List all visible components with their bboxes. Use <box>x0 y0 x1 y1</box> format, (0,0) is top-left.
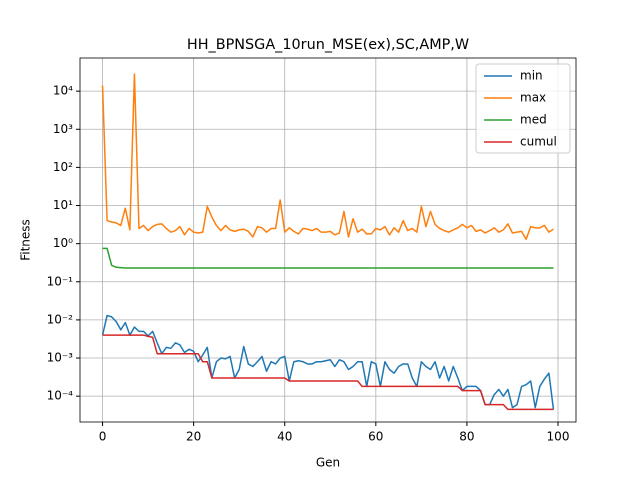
y-tick-label: 10⁴ <box>53 84 73 98</box>
legend-label: med <box>520 113 547 127</box>
y-tick-label: 10³ <box>53 122 73 136</box>
series-line <box>102 334 554 411</box>
y-tick-label: 10¹ <box>53 198 73 212</box>
plot-frame <box>79 57 577 423</box>
y-tick-label: 10⁻¹ <box>47 274 74 288</box>
x-tick-label: 0 <box>99 430 107 444</box>
x-tick-label: 40 <box>277 430 292 444</box>
y-tick-label: 10² <box>53 160 73 174</box>
y-tick-label: 10⁻⁴ <box>47 389 74 403</box>
y-tick-label: 10⁻³ <box>47 351 74 365</box>
y-tick-label: 10⁻² <box>47 312 74 326</box>
legend-label: max <box>520 91 546 105</box>
legend-label: cumul <box>520 135 557 149</box>
series-line <box>101 73 554 241</box>
y-axis-label: Fitness <box>19 219 33 261</box>
x-tick-label: 20 <box>186 430 201 444</box>
y-tick-label: 10⁰ <box>53 236 73 250</box>
legend-box <box>475 63 571 154</box>
x-tick-label: 100 <box>547 430 570 444</box>
x-tick-label: 80 <box>459 430 474 444</box>
series-line <box>102 247 554 269</box>
legend-label: min <box>520 69 543 83</box>
chart-title: HH_BPNSGA_10run_MSE(ex),SC,AMP,W <box>187 37 469 53</box>
x-axis-label: Gen <box>316 456 340 470</box>
series-line <box>101 314 555 410</box>
x-tick-label: 60 <box>368 430 383 444</box>
